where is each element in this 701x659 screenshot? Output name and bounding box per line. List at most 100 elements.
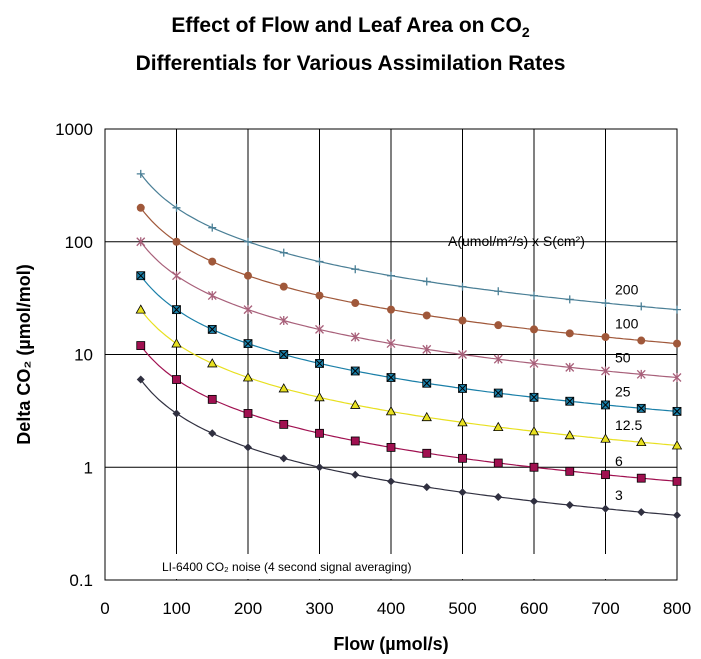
marker-cross (458, 384, 467, 393)
data-point (637, 302, 646, 311)
title-main: Effect of Flow and Leaf Area on CO (171, 14, 522, 37)
x-tick-label: 800 (663, 599, 691, 618)
data-point (637, 336, 646, 345)
data-point (673, 511, 681, 520)
series-line (140, 309, 678, 446)
x-tick-label: 600 (520, 599, 548, 618)
marker-cross (386, 373, 396, 382)
data-point (601, 299, 610, 308)
series-100: 100 (136, 203, 681, 348)
series-3: 3 (136, 375, 681, 520)
series-label: 200 (615, 281, 639, 297)
marker-cross (493, 388, 503, 398)
data-point (172, 305, 181, 315)
data-point (172, 271, 181, 281)
data-point (279, 419, 289, 429)
data-point (530, 291, 538, 300)
data-point (528, 426, 540, 436)
series-label: 100 (615, 316, 639, 332)
data-point (529, 462, 539, 472)
marker-cross (207, 325, 217, 334)
series-line (140, 345, 678, 482)
data-point (565, 295, 574, 304)
series-group: 200 100 50 25 12.5 6 3 (135, 169, 683, 520)
data-point (672, 476, 682, 486)
tick-labels: 0 100 200 300 400 500 600 700 800 0.1 1 10 100 1000 (55, 120, 691, 618)
data-point (243, 339, 253, 348)
data-point (314, 392, 325, 402)
data-point (136, 341, 146, 350)
y-tick-label: 100 (65, 233, 93, 252)
data-point (565, 396, 575, 406)
data-point (529, 358, 539, 368)
data-point (385, 406, 397, 416)
data-point (244, 271, 252, 280)
data-point (494, 287, 503, 296)
data-point (672, 373, 682, 383)
data-point (386, 442, 396, 452)
series-line (140, 275, 678, 413)
data-point (350, 399, 361, 409)
marker-cross (136, 271, 146, 281)
data-point (601, 504, 610, 513)
data-point (171, 338, 182, 348)
series-line (140, 379, 678, 516)
data-point (315, 324, 324, 334)
noise-band (106, 554, 676, 579)
data-point (636, 369, 646, 379)
data-point (387, 477, 395, 486)
data-point (422, 448, 432, 458)
legend-title: A(umol/m²/s) x S(cm²) (448, 233, 585, 249)
data-point (458, 282, 467, 291)
data-point (422, 483, 431, 492)
data-point (565, 501, 574, 510)
x-axis-label: Flow (µmol/s) (333, 634, 448, 654)
marker-cross (279, 350, 289, 359)
data-point (458, 384, 467, 393)
x-tick-label: 0 (100, 599, 109, 618)
series-label: 3 (615, 487, 623, 503)
data-point (387, 305, 395, 314)
y-tick-label: 1000 (55, 120, 93, 139)
data-point (529, 392, 539, 402)
title-subscript: 2 (521, 24, 530, 40)
data-point (387, 271, 395, 280)
series-label: 25 (615, 383, 631, 399)
data-point (672, 406, 682, 416)
data-point (458, 316, 467, 325)
data-point (637, 508, 646, 517)
data-point (315, 463, 324, 472)
data-point (279, 350, 289, 359)
marker-cross (601, 400, 610, 410)
title-line-2: Differentials for Various Assimilation R… (135, 52, 566, 75)
data-point (673, 339, 681, 348)
data-point (208, 223, 217, 232)
data-point (244, 443, 252, 452)
data-point (172, 203, 181, 212)
series-line (140, 207, 678, 345)
data-point (244, 237, 252, 246)
marker-cross (350, 366, 360, 376)
data-point (172, 409, 181, 418)
data-point (601, 366, 610, 376)
marker-cross (243, 339, 253, 348)
series-label: 12.5 (615, 417, 642, 433)
data-point (172, 237, 181, 246)
y-axis-label: Delta CO₂ (µmol/mol) (14, 264, 34, 444)
data-point (351, 299, 360, 308)
data-point (207, 324, 217, 334)
marker-cross (422, 378, 432, 388)
y-tick-label: 0.1 (69, 571, 93, 590)
marker-cross (172, 305, 181, 314)
series-line (140, 173, 678, 311)
data-point (350, 332, 360, 342)
x-tick-label: 300 (305, 599, 333, 618)
marker-cross (315, 359, 324, 368)
data-point (493, 458, 503, 468)
data-point (494, 321, 503, 330)
data-point (636, 473, 646, 483)
data-point (279, 316, 289, 326)
y-tick-label: 1 (84, 458, 93, 477)
data-point (208, 257, 217, 266)
data-point (243, 409, 253, 418)
